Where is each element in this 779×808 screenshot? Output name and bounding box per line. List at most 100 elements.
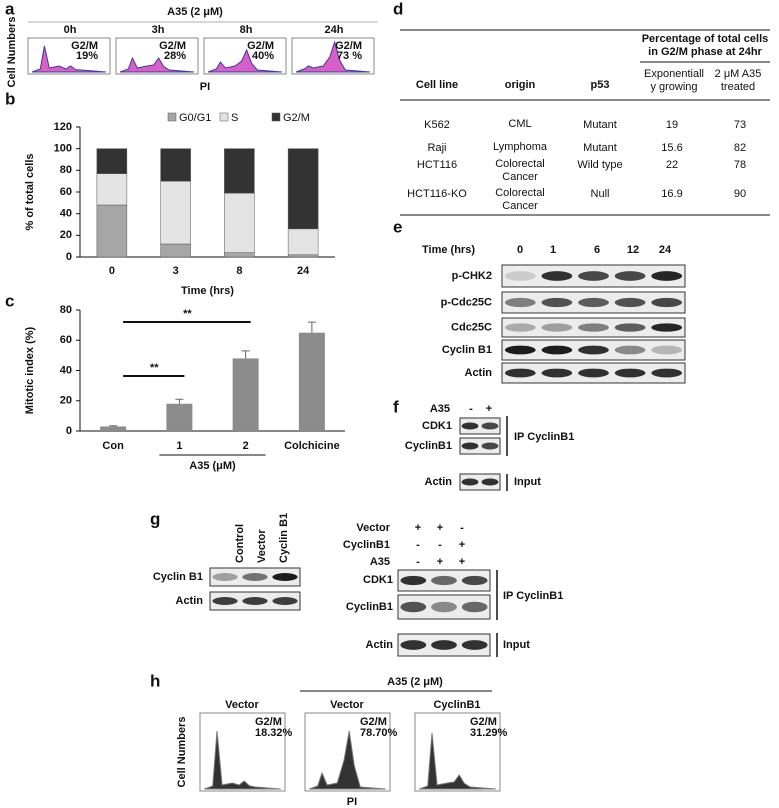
label: Vector	[256, 529, 268, 563]
table-cell: 73	[734, 119, 746, 131]
histogram	[309, 730, 386, 790]
table-cell: Mutant	[583, 142, 617, 154]
label: Control	[234, 524, 246, 563]
label: 1	[550, 244, 556, 256]
band	[651, 297, 683, 308]
error-bar	[241, 350, 250, 359]
x-tick-label: 8	[236, 265, 242, 277]
band	[614, 297, 646, 308]
error-bar	[109, 425, 118, 427]
label: p-CHK2	[452, 270, 492, 282]
label: G2/M	[247, 40, 274, 52]
table-cell: Colorectal Cancer	[495, 187, 545, 212]
band	[400, 601, 427, 613]
band	[431, 575, 457, 586]
label: Input	[514, 476, 541, 488]
band	[431, 601, 457, 613]
band	[400, 575, 427, 586]
histogram	[295, 40, 370, 73]
table-cell: 82	[734, 142, 746, 154]
label: p53	[591, 79, 610, 91]
x-tick-label: Colchicine	[284, 440, 340, 452]
label: CyclinB1	[343, 539, 390, 551]
band	[504, 345, 536, 355]
bar	[166, 403, 193, 431]
blot	[459, 437, 501, 455]
band	[481, 442, 499, 450]
band	[461, 422, 479, 430]
label: Actin	[176, 595, 204, 607]
band	[614, 271, 646, 281]
band	[541, 368, 573, 378]
label: 24	[659, 244, 672, 256]
label: Vector	[225, 699, 259, 711]
blot	[459, 417, 501, 435]
label: +	[437, 556, 443, 568]
band	[504, 271, 536, 281]
band	[614, 323, 646, 332]
band	[461, 442, 479, 450]
label: CDK1	[422, 420, 452, 432]
label: 31.29%	[470, 727, 508, 739]
label: A35	[430, 403, 450, 415]
band	[614, 345, 646, 355]
band	[578, 323, 609, 332]
band	[541, 345, 573, 355]
band	[541, 271, 573, 281]
label: G2/M	[470, 716, 497, 728]
label: A35 (2 μM)	[167, 6, 223, 18]
label: Cell line	[416, 79, 458, 91]
band	[578, 345, 609, 355]
band	[651, 323, 683, 332]
label: Time (hrs)	[422, 244, 475, 256]
label: 73 %	[337, 50, 362, 62]
table-cell: 90	[734, 188, 746, 200]
table-cell: 16.9	[661, 188, 682, 200]
label: PI	[200, 81, 210, 93]
histogram	[419, 732, 496, 790]
band	[651, 368, 683, 378]
annotation: **	[183, 308, 192, 320]
bar-segment	[160, 148, 191, 182]
y-tick-label: 80	[60, 304, 72, 316]
label: G2/M	[71, 40, 98, 52]
bar-segment	[287, 254, 319, 258]
label: G2/M	[159, 40, 186, 52]
band	[578, 297, 609, 308]
table-cell: Exponentiall y growing	[644, 68, 704, 93]
label: Cdc25C	[451, 321, 492, 333]
cell-text: Colorectal Cancer	[495, 158, 545, 183]
label: -	[416, 556, 420, 568]
error-bar	[175, 398, 184, 404]
band	[651, 345, 683, 355]
x-tick-label: 0	[109, 265, 115, 277]
y-tick-label: 40	[60, 208, 72, 220]
label: CyclinB1	[346, 601, 393, 613]
y-tick-label: 40	[60, 364, 72, 376]
band	[461, 601, 488, 613]
bar	[100, 426, 127, 431]
panel-label: e	[393, 217, 402, 236]
label: -	[460, 522, 464, 534]
label: Cyclin B1	[153, 571, 203, 583]
legend-swatch	[167, 112, 177, 122]
band	[614, 368, 646, 378]
label: 28%	[164, 50, 186, 62]
label: p-Cdc25C	[441, 296, 492, 308]
table-cell: HCT116	[417, 159, 457, 171]
band	[578, 368, 609, 378]
label: +	[486, 403, 492, 415]
label: -	[416, 539, 420, 551]
label: 40%	[252, 50, 274, 62]
label: A35 (2 μM)	[387, 676, 443, 688]
y-tick-label: 60	[60, 186, 72, 198]
cell-text: CML	[508, 118, 532, 130]
cell-text: Exponentiall y growing	[644, 68, 704, 93]
table-cell: CML	[508, 118, 532, 130]
band	[272, 573, 298, 581]
label: Input	[503, 639, 530, 651]
histogram	[207, 48, 282, 73]
histogram	[31, 45, 106, 73]
x-tick-label: Con	[102, 440, 124, 452]
legend-label: G2/M	[283, 112, 310, 124]
